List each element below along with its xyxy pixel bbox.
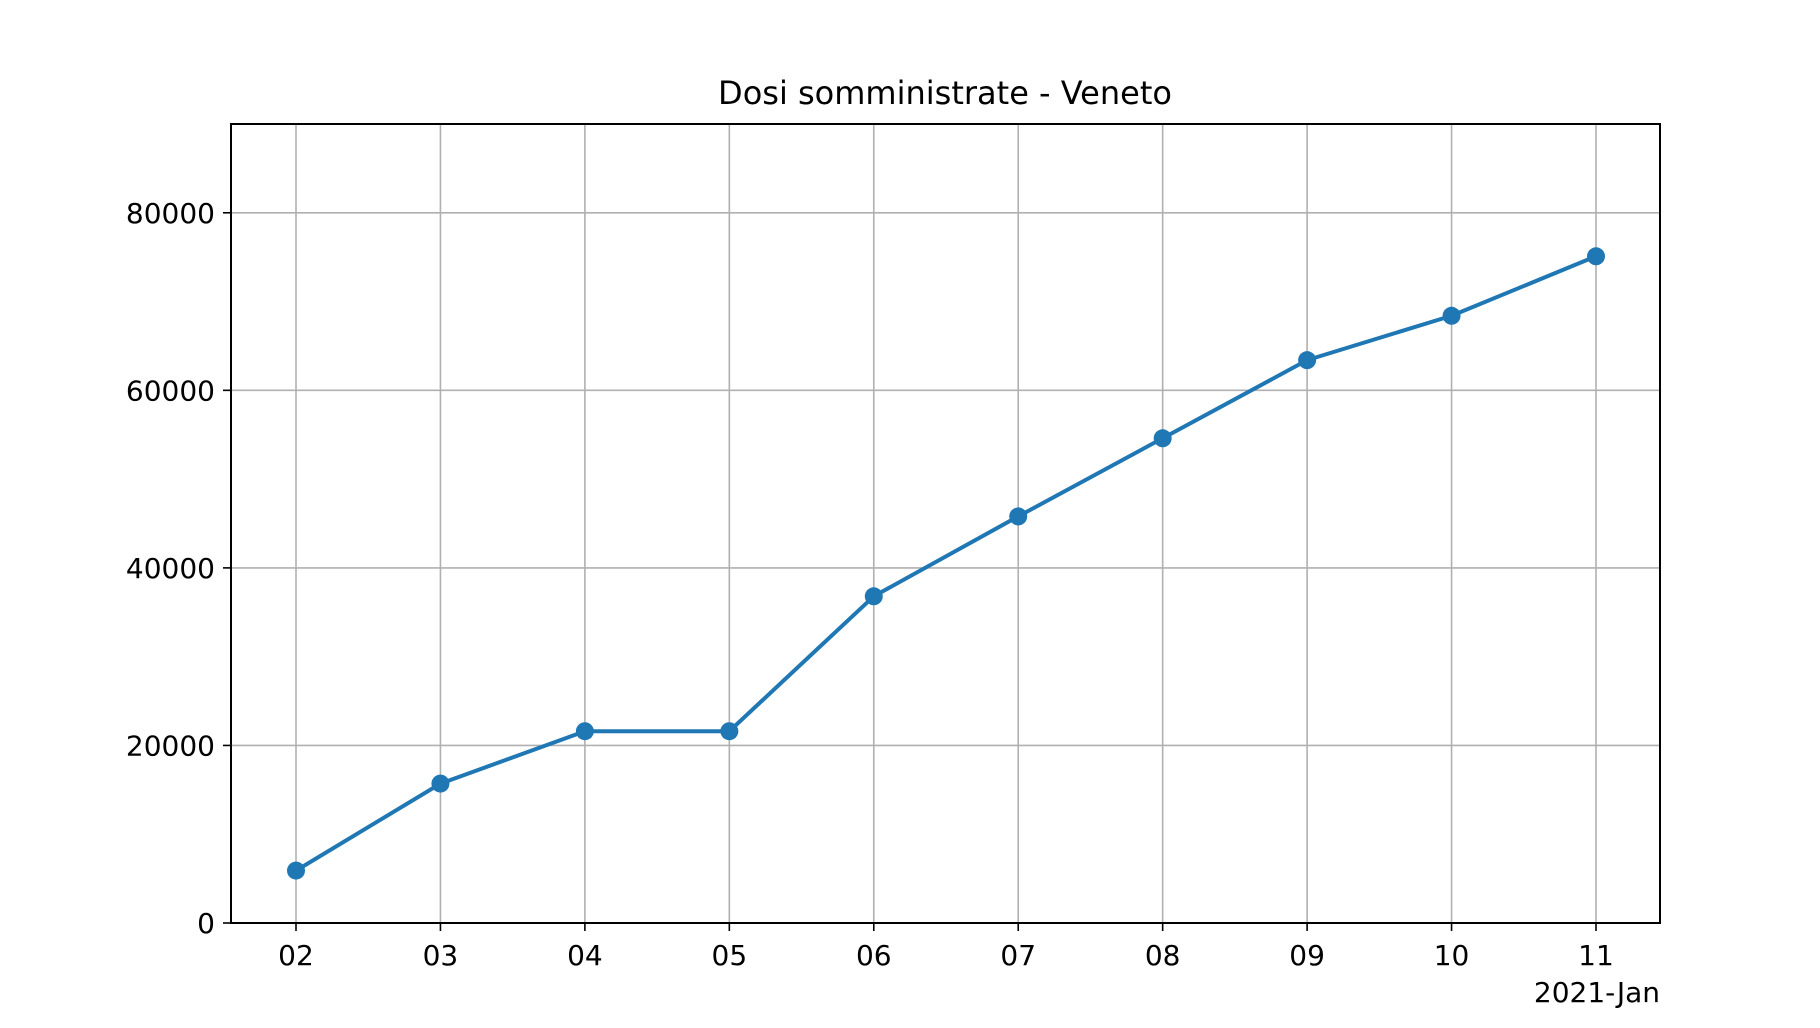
x-tick-label: 09 (1289, 939, 1325, 972)
data-point (287, 861, 305, 880)
data-point (1587, 247, 1605, 266)
data-point (720, 722, 739, 741)
chart-title: Dosi somministrate - Veneto (718, 74, 1172, 112)
data-point (575, 722, 594, 741)
x-tick-label: 08 (1145, 939, 1181, 972)
data-point (1153, 429, 1172, 448)
y-tick-label: 80000 (126, 197, 215, 230)
y-tick-label: 20000 (126, 729, 215, 762)
x-tick-label: 06 (856, 939, 892, 972)
y-tick-labels: 0 20000 40000 60000 80000 (126, 197, 215, 940)
axes (223, 123, 1661, 931)
data-point (1009, 507, 1028, 526)
series-line (294, 254, 1598, 873)
x-tick-labels: 02 03 04 05 06 07 08 09 10 11 (278, 939, 1614, 972)
x-tick-label: 02 (278, 939, 314, 972)
x-tick-label: 05 (712, 939, 748, 972)
y-tick-label: 40000 (126, 552, 215, 585)
plot-frame (230, 123, 1661, 924)
x-tick-label: 10 (1434, 939, 1470, 972)
series-layer (287, 247, 1605, 880)
x-axis-offset-label: 2021-Jan (1534, 976, 1660, 1009)
x-tick-label: 07 (1000, 939, 1036, 972)
x-tick-label: 04 (567, 939, 603, 972)
data-point (864, 587, 883, 606)
y-tick-label: 60000 (126, 374, 215, 407)
data-point (431, 774, 450, 793)
x-tick-label: 11 (1578, 939, 1614, 972)
data-point (1298, 351, 1317, 370)
y-tick-label: 0 (197, 907, 215, 940)
x-tick-label: 03 (423, 939, 459, 972)
data-point (1442, 306, 1461, 325)
